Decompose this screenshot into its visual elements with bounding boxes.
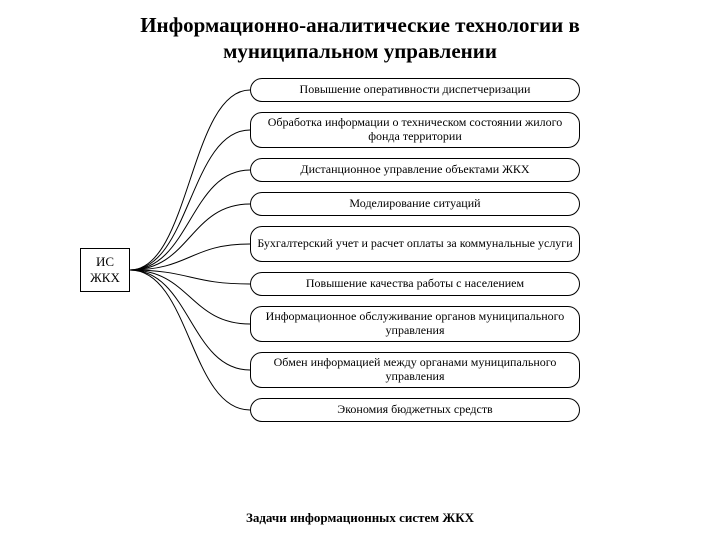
leaf-node: Повышение качества работы с населением xyxy=(250,272,580,296)
leaf-node-label: Повышение оперативности диспетчеризации xyxy=(300,83,531,97)
leaf-node-label: Бухгалтерский учет и расчет оплаты за ко… xyxy=(257,237,572,251)
leaf-node-label: Дистанционное управление объектами ЖКХ xyxy=(300,163,529,177)
leaf-node: Дистанционное управление объектами ЖКХ xyxy=(250,158,580,182)
leaf-node: Бухгалтерский учет и расчет оплаты за ко… xyxy=(250,226,580,262)
leaf-node: Моделирование ситуаций xyxy=(250,192,580,216)
leaf-node: Повышение оперативности диспетчеризации xyxy=(250,78,580,102)
leaf-node-label: Экономия бюджетных средств xyxy=(337,403,492,417)
leaf-node-label: Повышение качества работы с населением xyxy=(306,277,524,291)
leaf-node-label: Информационное обслуживание органов муни… xyxy=(257,310,573,338)
page-title: Информационно-аналитические технологии в… xyxy=(0,0,720,65)
leaf-node-label: Моделирование ситуаций xyxy=(349,197,480,211)
root-node-label: ИС ЖКХ xyxy=(85,254,125,285)
diagram-area: ИС ЖКХ Повышение оперативности диспетчер… xyxy=(0,70,720,510)
leaf-node: Информационное обслуживание органов муни… xyxy=(250,306,580,342)
leaf-node-label: Обработка информации о техническом состо… xyxy=(257,116,573,144)
leaf-node: Обработка информации о техническом состо… xyxy=(250,112,580,148)
leaf-node: Экономия бюджетных средств xyxy=(250,398,580,422)
root-node: ИС ЖКХ xyxy=(80,248,130,292)
leaf-node: Обмен информацией между органами муницип… xyxy=(250,352,580,388)
leaf-node-label: Обмен информацией между органами муницип… xyxy=(257,356,573,384)
diagram-caption: Задачи информационных систем ЖКХ xyxy=(0,510,720,526)
